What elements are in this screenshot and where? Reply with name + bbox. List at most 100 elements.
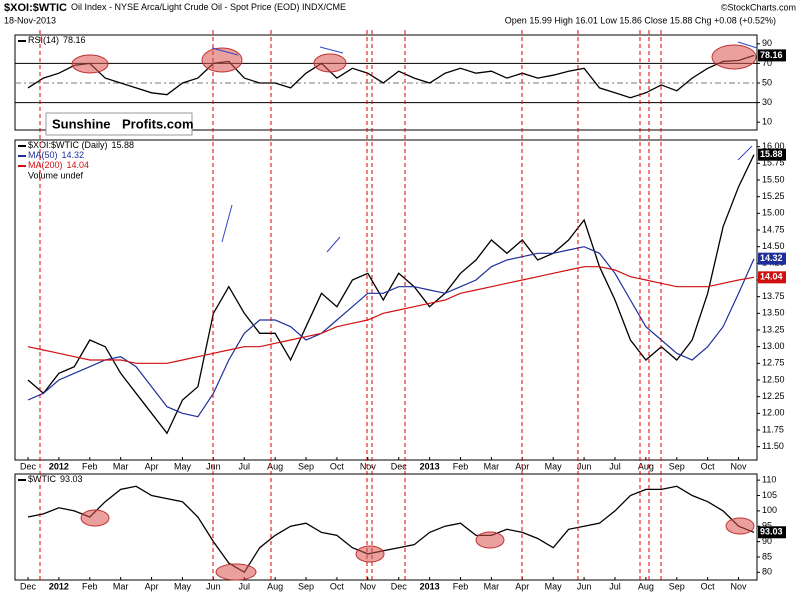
x-tick-label: Jul <box>238 461 250 471</box>
legend-value: 93.03 <box>60 474 83 484</box>
highlight <box>215 563 257 581</box>
legend-value: 15.88 <box>112 140 135 150</box>
x-tick-label: Mar <box>113 581 129 591</box>
subtitle: Oil Index - NYSE Arca/Light Crude Oil - … <box>71 2 346 12</box>
value-box-label: 15.88 <box>760 149 783 159</box>
x-tick-label: Aug <box>638 581 654 591</box>
y-tick-label: 12.50 <box>762 374 785 384</box>
legend-entry: MA(200) 14.04 <box>28 160 89 170</box>
x-tick-label: Feb <box>82 461 98 471</box>
x-tick-label: May <box>174 461 192 471</box>
highlight <box>71 54 109 74</box>
trend-line <box>319 46 344 54</box>
value-box <box>758 252 786 265</box>
x-tick-label: Jul <box>238 581 250 591</box>
y-tick-label: 13.50 <box>762 308 785 318</box>
legend-name: RSI(14) <box>28 35 59 45</box>
x-tick-label: Apr <box>515 581 529 591</box>
x-tick-label: Sep <box>669 581 685 591</box>
y-tick-label: 30 <box>762 97 772 107</box>
y-tick-label: 13.75 <box>762 291 785 301</box>
x-tick-label: Feb <box>453 581 469 591</box>
legend-entry: RSI(14) 78.16 <box>28 35 86 45</box>
y-tick-label: 15.25 <box>762 191 785 201</box>
x-tick-label: May <box>174 581 192 591</box>
date: 18-Nov-2013 <box>4 15 56 25</box>
legend-entry: $XOI:$WTIC (Daily) 15.88 <box>28 140 134 150</box>
trend-line <box>737 41 758 49</box>
y-tick-label: 13.00 <box>762 341 785 351</box>
x-tick-label: 2013 <box>420 581 440 591</box>
x-tick-label: Aug <box>267 461 283 471</box>
x-tick-label: Jun <box>577 581 592 591</box>
x-tick-label: Apr <box>145 581 159 591</box>
legend-name: MA(200) <box>28 160 63 170</box>
x-tick-label: Sep <box>298 461 314 471</box>
y-tick-label: 10 <box>762 117 772 127</box>
x-tick-label: 2012 <box>49 461 69 471</box>
series-line <box>27 154 755 435</box>
series-line <box>27 54 755 99</box>
legend-entry: Volume undef <box>28 170 84 180</box>
x-tick-label: Aug <box>638 461 654 471</box>
value-box <box>758 49 786 62</box>
y-tick-label: 70 <box>762 58 772 68</box>
y-tick-label: 90 <box>762 536 772 546</box>
x-tick-label: Dec <box>391 581 408 591</box>
series-line <box>27 266 755 364</box>
y-tick-label: 90 <box>762 38 772 48</box>
trend-line <box>211 47 239 56</box>
legend-entry: MA(50) 14.32 <box>28 150 84 160</box>
x-tick-label: Dec <box>20 461 37 471</box>
x-tick-label: Apr <box>145 461 159 471</box>
highlight <box>355 545 385 563</box>
value-box-label: 14.32 <box>760 253 783 263</box>
highlight <box>725 517 755 535</box>
trend-line <box>326 236 341 253</box>
legend-entry: $WTIC 93.03 <box>28 474 83 484</box>
credit: ©StockCharts.com <box>721 2 796 12</box>
y-tick-label: 12.00 <box>762 408 785 418</box>
highlight <box>201 47 243 73</box>
logo: Sunshine Profits.com <box>45 112 194 136</box>
symbol: $XOI:$WTIC <box>4 2 67 14</box>
series-line <box>27 246 755 418</box>
y-tick-label: 105 <box>762 490 777 500</box>
x-tick-label: Mar <box>484 581 500 591</box>
x-tick-label: Nov <box>731 461 748 471</box>
panel-frame <box>14 473 758 581</box>
y-tick-label: 11.50 <box>762 441 784 451</box>
x-tick-label: Oct <box>701 461 716 471</box>
y-tick-label: 14.50 <box>762 241 785 251</box>
x-tick-label: Mar <box>484 461 500 471</box>
annotations <box>39 30 758 582</box>
x-tick-label: Nov <box>360 581 377 591</box>
highlight <box>711 44 757 70</box>
x-tick-label: Jun <box>206 581 221 591</box>
trend-line <box>737 145 753 161</box>
legend-name: MA(50) <box>28 150 58 160</box>
y-tick-label: 80 <box>762 567 772 577</box>
logo-text: Sunshine <box>52 116 111 131</box>
y-tick-label: 13.25 <box>762 324 785 334</box>
value-box-label: 93.03 <box>760 527 783 537</box>
x-tick-label: Oct <box>330 581 345 591</box>
y-tick-label: 50 <box>762 77 772 87</box>
legend-name: $WTIC <box>28 474 56 484</box>
value-box <box>758 271 786 284</box>
highlight <box>80 509 110 527</box>
quote: Open 15.99 High 16.01 Low 15.86 Close 15… <box>505 15 776 25</box>
highlight <box>475 531 505 549</box>
logo-text: Profits.com <box>122 116 194 131</box>
legend-value: 14.04 <box>67 160 90 170</box>
x-tick-label: May <box>545 461 563 471</box>
x-tick-label: Aug <box>267 581 283 591</box>
panels: 10 30 50 70 90 78.16 RSI(14) 78.16 11.50 11.75 12.… <box>14 34 786 591</box>
value-box-label: 14.04 <box>760 272 783 282</box>
title: $XOI:$WTIC Oil Index - NYSE Arca/Light Cr… <box>4 2 346 14</box>
x-tick-label: Feb <box>82 581 98 591</box>
value-box <box>758 526 786 539</box>
y-tick-label: 12.25 <box>762 391 785 401</box>
x-tick-label: Jun <box>577 461 592 471</box>
